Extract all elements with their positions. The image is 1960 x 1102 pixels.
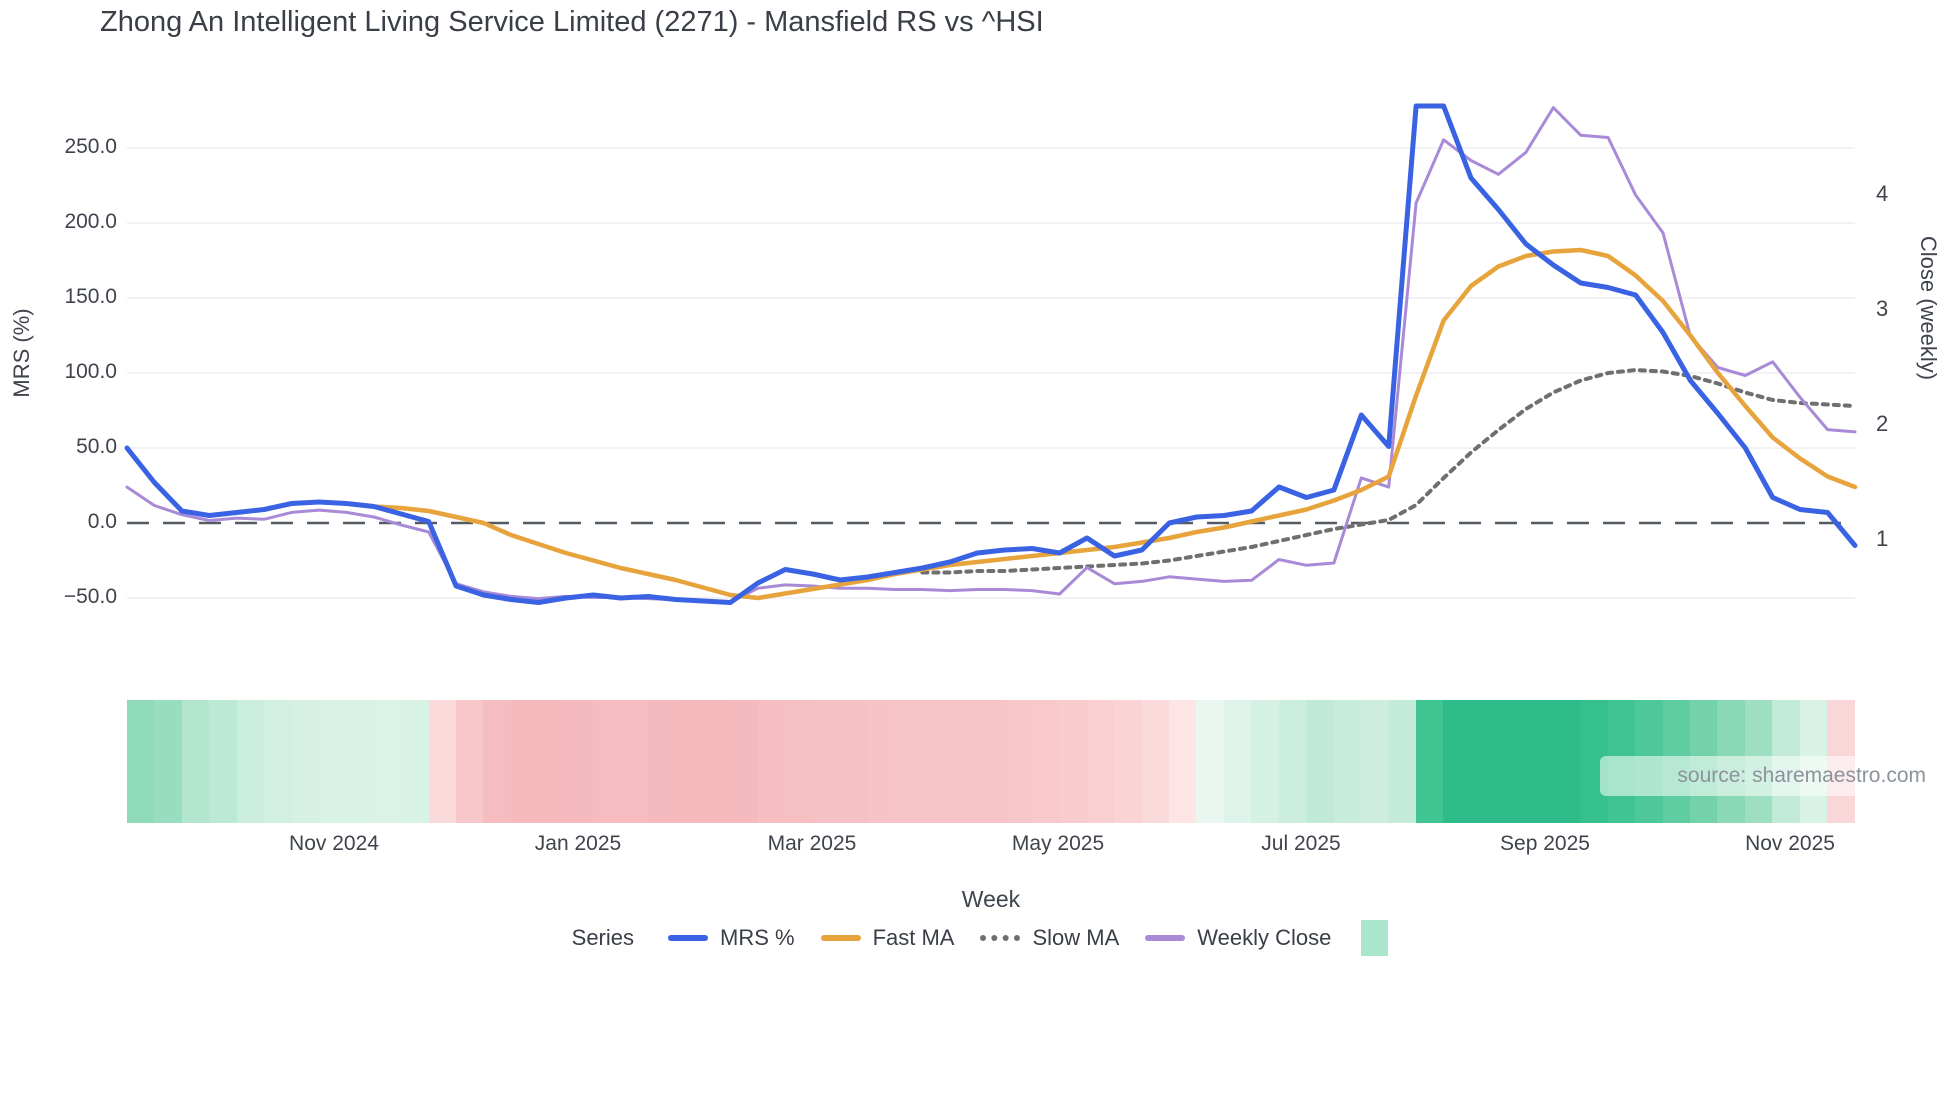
source-text: source: sharemaestro.com [1677, 764, 1926, 787]
heatmap-cell [620, 700, 649, 823]
heatmap-cell [894, 700, 923, 823]
legend-item-fast-ma: Fast MA [820, 925, 955, 951]
heatmap-cell [510, 700, 539, 823]
heatmap-cell [1388, 700, 1416, 823]
heatmap-cell [154, 700, 182, 823]
heatmap-cell [867, 700, 895, 823]
legend-item-label: Fast MA [872, 925, 955, 950]
heatmap-cell [812, 700, 840, 823]
right-tick-label: 4 [1876, 181, 1889, 206]
heatmap-cell [1552, 700, 1581, 823]
legend-item-label: Weekly Close [1197, 925, 1332, 950]
heatmap-cell [1004, 700, 1032, 823]
legend-heatmap-swatch-icon [1361, 920, 1389, 956]
left-tick-label: 150.0 [64, 285, 117, 308]
heatmap-cell [1443, 700, 1471, 823]
heatmap-cell [318, 700, 347, 823]
heatmap-cell [977, 700, 1005, 823]
right-tick-label: 2 [1876, 411, 1889, 436]
heatmap-cell [675, 700, 703, 823]
heatmap-cell [730, 700, 758, 823]
source-attribution: source: sharemaestro.com [1600, 756, 1940, 796]
legend-swatch-icon [980, 935, 1021, 941]
left-tick-label: 50.0 [76, 435, 117, 458]
heatmap-cell [1169, 700, 1197, 823]
x-axis-title: Week [961, 886, 1021, 912]
heatmap-cell [1059, 700, 1087, 823]
heatmap-cell [1196, 700, 1224, 823]
heatmap-cell [593, 700, 621, 823]
heatmap-cell [922, 700, 950, 823]
heatmap-cell [428, 700, 457, 823]
right-tick-label: 3 [1876, 296, 1889, 321]
left-tick-label: 250.0 [64, 135, 117, 158]
heatmap-cell [1086, 700, 1115, 823]
heatmap-cell [1114, 700, 1142, 823]
heatmap-cell [1360, 700, 1389, 823]
heatmap-cell [757, 700, 786, 823]
x-tick-label: Jan 2025 [534, 832, 622, 855]
x-tick-label: Mar 2025 [767, 832, 857, 855]
left-tick-label: 100.0 [64, 360, 117, 383]
legend-item-mrs-: MRS % [668, 925, 795, 951]
heatmap-cell [1498, 700, 1526, 823]
heatmap-cell [181, 700, 210, 823]
legend-item-label: Slow MA [1032, 925, 1120, 950]
heatmap-cell [1306, 700, 1334, 823]
heatmap-cell [785, 700, 813, 823]
legend-swatch-icon [1145, 935, 1186, 941]
legend-swatch-icon [668, 935, 708, 941]
heatmap-cell [209, 700, 237, 823]
heatmap-cell [949, 700, 978, 823]
heatmap-cell [291, 700, 319, 823]
heatmap-cell [346, 700, 374, 823]
heatmap-cell [456, 700, 484, 823]
legend-item-weekly-close: Weekly Close [1145, 925, 1331, 951]
heatmap-cell [264, 700, 292, 823]
heatmap-cell [236, 700, 265, 823]
series-line-slow-ma [920, 368, 1857, 575]
heatmap-cell [1470, 700, 1499, 823]
heatmap-cell [565, 700, 594, 823]
heatmap-cell [401, 700, 429, 823]
x-tick-label: Jul 2025 [1261, 832, 1341, 855]
heatmap-cell [1031, 700, 1060, 823]
heatmap-cell [702, 700, 731, 823]
heatmap-cell [127, 700, 155, 823]
series-line-weekly-close [125, 106, 1857, 604]
legend-title: Series [571, 925, 634, 950]
heatmap-cell [373, 700, 402, 823]
heatmap-cell [1223, 700, 1252, 823]
legend-swatch-icon [820, 935, 861, 941]
legend: Series MRS % Fast MA Slow MA Weekly Close [0, 920, 1960, 956]
x-tick-label: Nov 2024 [289, 832, 379, 855]
left-tick-label: −50.0 [63, 585, 117, 608]
legend-item-label: MRS % [720, 925, 795, 950]
heatmap-cell [538, 700, 566, 823]
heatmap-cell [1278, 700, 1307, 823]
x-tick-label: Sep 2025 [1500, 832, 1590, 855]
heatmap-cell [839, 700, 868, 823]
heatmap-cell [1415, 700, 1444, 823]
left-tick-label: 200.0 [64, 210, 117, 233]
heatmap-cell [1141, 700, 1170, 823]
series-line-fast-ma [371, 247, 1858, 601]
x-tick-label: Nov 2025 [1745, 832, 1835, 855]
heatmap-cell [1333, 700, 1361, 823]
heatmap-cell [1525, 700, 1553, 823]
series-line-mrs- [124, 103, 1858, 605]
left-tick-label: 0.0 [87, 510, 117, 533]
heatmap-cell [483, 700, 511, 823]
legend-item-slow-ma: Slow MA [980, 925, 1119, 951]
x-tick-label: May 2025 [1011, 832, 1105, 855]
heatmap-cell [648, 700, 676, 823]
chart-title: Zhong An Intelligent Living Service Limi… [100, 6, 1044, 38]
heatmap-cell [1251, 700, 1279, 823]
right-tick-label: 1 [1876, 526, 1889, 551]
heatmap-strip [127, 700, 1855, 823]
